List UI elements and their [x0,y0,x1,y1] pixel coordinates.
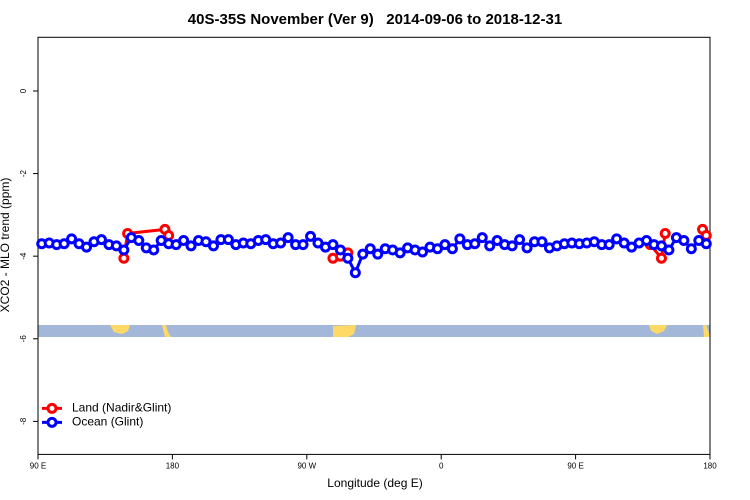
point [282,232,294,244]
chart-title: 40S-35S November (Ver 9) 2014-09-06 to 2… [188,11,562,28]
y-tick-label: 0 [19,88,28,93]
point [659,227,671,239]
point [663,244,675,256]
y-tick-label: -6 [19,335,28,343]
point [81,241,93,253]
point [95,234,107,246]
point [655,252,667,264]
point [603,239,615,251]
point [357,248,369,260]
point [484,240,496,252]
land-shape [162,325,171,337]
point [349,267,361,279]
point [275,237,287,249]
point [297,239,309,251]
land-shape [110,325,130,334]
land-shape [649,325,667,334]
point [454,233,466,245]
y-axis-label: XCO2 - MLO trend (ppm) [0,178,12,313]
point [521,242,533,254]
legend-label: Ocean (Glint) [72,415,143,429]
x-axis-label: Longitude (deg E) [327,476,422,490]
map-strip [38,325,710,337]
point [476,232,488,244]
x-tick-label: 90 E [30,462,46,471]
legend-marker [46,402,58,414]
ocean-strip [38,325,710,337]
legend-label: Land (Nadir&Glint) [72,401,171,415]
point [394,247,406,259]
point [207,240,219,252]
y-tick-label: -8 [19,417,28,425]
plot [36,223,712,279]
point [222,234,234,246]
point [118,244,130,256]
point [678,234,690,246]
point [514,234,526,246]
point [446,243,458,255]
x-tick-label: 180 [703,462,717,471]
point [342,252,354,264]
land-shape [333,325,356,337]
point [469,238,481,250]
point [536,236,548,248]
point [305,230,317,242]
x-tick-label: 90 E [567,462,583,471]
y-tick-label: -2 [19,169,28,177]
point [334,244,346,256]
x-tick-label: 90 W [297,462,316,471]
land-shape [703,325,710,337]
legend-marker [46,416,58,428]
point [700,238,712,250]
point [66,233,78,245]
point [148,244,160,256]
point [58,238,70,250]
y-tick-label: -4 [19,252,28,260]
point [178,234,190,246]
point [372,248,384,260]
point [133,234,145,246]
x-tick-label: 0 [439,462,444,471]
point [506,240,518,252]
point [685,243,697,255]
x-tick-label: 180 [166,462,180,471]
point [185,240,197,252]
point [364,243,376,255]
point [417,246,429,258]
point [327,239,339,251]
